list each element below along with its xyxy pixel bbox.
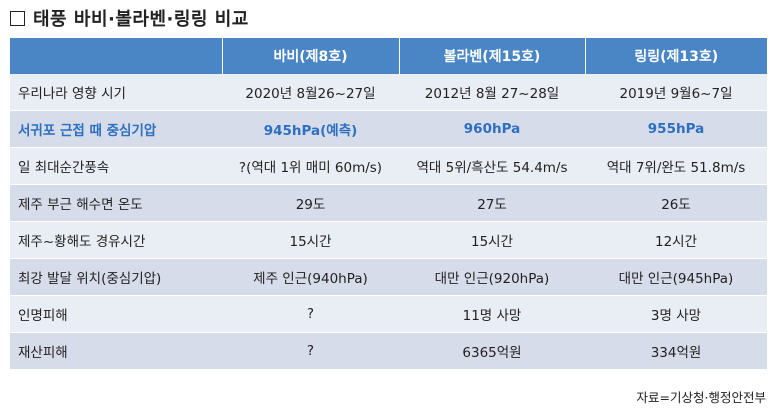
header-lingling: 링링(제13호) [585,38,767,74]
table-cell: 26도 [585,184,767,222]
table-cell: 제주 인근(940hPa) [222,258,399,296]
typhoon-comparison-table: 바비(제8호) 볼라벤(제15호) 링링(제13호) 우리나라 영향 시기 202… [10,38,767,370]
table-row: 일 최대순간풍속 ?(역대 1위 매미 60m/s) 역대 5위/흑산도 54.4m… [10,147,767,185]
table-cell: 6365억원 [399,332,585,370]
source-note: 자료=기상청·행정안전부 [636,390,766,405]
table-row: 제주~황해도 경유시간 15시간 15시간 12시간 [10,221,767,259]
row-label: 우리나라 영향 시기 [10,74,222,111]
table-cell: 2020년 8월26~27일 [222,74,399,111]
title-row: 태풍 바비·볼라벤·링링 비교 [10,5,249,31]
table-row: 인명피해? 11명 사망 3명 사망 [10,295,767,333]
table-cell: 역대 5위/흑산도 54.4m/s [399,147,585,185]
header-bolaven: 볼라벤(제15호) [399,38,586,74]
table-cell: ? [222,295,399,333]
row-label: 인명피해 [10,295,222,333]
table-cell: 2012년 8월 27~28일 [399,74,585,111]
row-label: 제주 부근 해수면 온도 [10,184,222,222]
table-row: 최강 발달 위치(중심기압) 제주 인근(940hPa) 대만 인근(920hPa)… [10,258,767,296]
table-cell: 대만 인근(945hPa) [585,258,767,296]
table-cell: 945hPa(예측) [222,110,399,148]
table-cell: 11명 사망 [399,295,585,333]
checkbox-square-icon [10,10,25,26]
table-row: 서귀포 근접 때 중심기압 945hPa(예측) 960hPa 955hPa [10,110,767,148]
table-cell: 334억원 [585,332,767,370]
table-cell: 3명 사망 [585,295,767,333]
table-cell: 955hPa [585,110,767,148]
table-header-row: 바비(제8호) 볼라벤(제15호) 링링(제13호) [10,38,767,74]
row-label: 제주~황해도 경유시간 [10,221,222,259]
table-cell: 2019년 9월6~7일 [585,74,767,111]
row-label: 서귀포 근접 때 중심기압 [10,110,222,148]
table-cell: 12시간 [585,221,767,259]
header-corner [10,38,223,74]
table-cell: 15시간 [399,221,585,259]
table-row: 우리나라 영향 시기 2020년 8월26~27일 2012년 8월 27~28일 2… [10,74,767,111]
page-title: 태풍 바비·볼라벤·링링 비교 [33,9,249,30]
table-row: 재산피해? 6365억원 334억원 [10,332,767,370]
table-cell: 960hPa [399,110,585,148]
table-cell: 15시간 [222,221,399,259]
table-cell: 역대 7위/완도 51.8m/s [585,147,767,185]
row-label: 일 최대순간풍속 [10,147,222,185]
header-bavi: 바비(제8호) [222,38,400,74]
table-cell: ?(역대 1위 매미 60m/s) [222,147,399,185]
table-cell: ? [222,332,399,370]
row-label: 재산피해 [10,332,222,370]
table-row: 제주 부근 해수면 온도 29도 27도 26도 [10,184,767,222]
table-cell: 27도 [399,184,585,222]
row-label: 최강 발달 위치(중심기압) [10,258,222,296]
table-cell: 29도 [222,184,399,222]
table-cell: 대만 인근(920hPa) [399,258,585,296]
